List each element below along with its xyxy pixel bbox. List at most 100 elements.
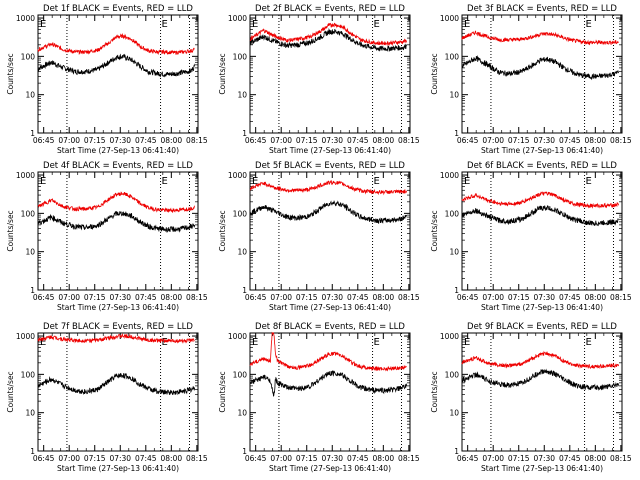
x-tick-label: 07:00 — [482, 136, 504, 145]
panel-7: Det 7f BLACK = Events, RED = LLD 1 10 100 10… — [6, 322, 208, 473]
y-tick-label: 1 — [30, 129, 35, 138]
plot-frame — [461, 14, 623, 134]
y-tick-label: 100 — [233, 370, 248, 379]
y-tick-label: 1 — [242, 129, 247, 138]
y-axis-label: Counts/sec — [430, 371, 439, 412]
panel-1: Det 1f BLACK = Events, RED = LLD 1 10 100 10… — [6, 4, 208, 155]
lld-series-line — [249, 179, 407, 196]
lld-series-line — [249, 331, 407, 372]
x-tick-label: 07:15 — [84, 293, 106, 302]
y-axis-label: Counts/sec — [6, 210, 15, 251]
plot-frame — [249, 14, 411, 134]
e-marker-right: E — [586, 337, 592, 348]
x-tick-label: 07:15 — [296, 454, 318, 463]
x-tick-label: 06:45 — [245, 136, 267, 145]
x-axis-label: Start Time (27-Sep-13 06:41:40) — [57, 464, 179, 473]
panel-title: Det 9f BLACK = Events, RED = LLD — [467, 322, 617, 332]
x-tick-label: 07:45 — [347, 454, 369, 463]
x-tick-label: 07:45 — [559, 136, 581, 145]
plot-frame — [37, 14, 199, 134]
x-axis-label: Start Time (27-Sep-13 06:41:40) — [269, 464, 391, 473]
x-tick-label: 07:45 — [135, 136, 157, 145]
y-tick-label: 100 — [233, 52, 248, 61]
e-marker-left: E — [464, 19, 470, 30]
e-marker-left: E — [464, 176, 470, 187]
x-tick-label: 08:00 — [161, 293, 183, 302]
y-tick-label: 1000 — [440, 14, 459, 23]
x-tick-label: 07:00 — [58, 454, 80, 463]
plot-frame — [249, 171, 411, 291]
y-tick-label: 100 — [445, 209, 460, 218]
events-series-line — [461, 205, 619, 227]
plot-frame — [37, 171, 199, 291]
y-tick-label: 100 — [445, 52, 460, 61]
x-tick-label: 07:30 — [109, 454, 131, 463]
x-axis-label: Start Time (27-Sep-13 06:41:40) — [481, 464, 603, 473]
x-tick-label: 07:45 — [135, 454, 157, 463]
e-marker-right: E — [374, 19, 380, 30]
y-tick-label: 10 — [449, 91, 459, 100]
plot-frame — [461, 171, 623, 291]
y-tick-label: 1 — [454, 286, 459, 295]
y-axis-label: Counts/sec — [6, 53, 15, 94]
panel-4: Det 4f BLACK = Events, RED = LLD 1 10 100 10… — [6, 161, 208, 312]
events-series-line — [37, 210, 195, 233]
x-tick-label: 07:00 — [482, 454, 504, 463]
y-tick-label: 1000 — [16, 332, 35, 341]
plot-frame — [249, 332, 411, 452]
events-series-line — [249, 28, 407, 53]
panel-title: Det 2f BLACK = Events, RED = LLD — [255, 4, 405, 14]
y-tick-label: 10 — [449, 248, 459, 257]
x-tick-label: 08:00 — [585, 136, 607, 145]
x-tick-label: 07:30 — [109, 293, 131, 302]
e-marker-left: E — [252, 19, 258, 30]
x-tick-label: 08:15 — [610, 454, 632, 463]
y-tick-label: 1 — [30, 447, 35, 456]
e-marker-left: E — [252, 337, 258, 348]
y-tick-label: 100 — [233, 209, 248, 218]
x-tick-label: 07:45 — [135, 293, 157, 302]
x-tick-label: 07:00 — [482, 293, 504, 302]
panel-title: Det 5f BLACK = Events, RED = LLD — [255, 161, 405, 171]
e-marker-left: E — [40, 19, 46, 30]
x-tick-label: 08:00 — [373, 136, 395, 145]
x-tick-label: 08:00 — [585, 293, 607, 302]
panel-title: Det 4f BLACK = Events, RED = LLD — [43, 161, 193, 171]
lld-series-line — [461, 350, 619, 370]
plot-frame — [461, 332, 623, 452]
x-tick-label: 07:30 — [533, 293, 555, 302]
e-marker-right: E — [162, 176, 168, 187]
events-series-line — [461, 55, 619, 81]
y-tick-label: 1000 — [440, 171, 459, 180]
x-axis-label: Start Time (27-Sep-13 06:41:40) — [481, 146, 603, 155]
panel-title: Det 7f BLACK = Events, RED = LLD — [43, 322, 193, 332]
lld-series-line — [37, 333, 195, 344]
y-axis-label: Counts/sec — [6, 371, 15, 412]
x-tick-label: 08:00 — [585, 454, 607, 463]
e-marker-right: E — [586, 19, 592, 30]
y-tick-label: 100 — [21, 370, 36, 379]
x-tick-label: 06:45 — [457, 454, 479, 463]
y-tick-label: 1 — [30, 286, 35, 295]
x-tick-label: 07:15 — [508, 136, 530, 145]
plot-frame — [37, 332, 199, 452]
e-marker-right: E — [586, 176, 592, 187]
y-tick-label: 1 — [242, 286, 247, 295]
y-tick-label: 1000 — [228, 332, 247, 341]
x-tick-label: 06:45 — [33, 136, 55, 145]
panel-6: Det 6f BLACK = Events, RED = LLD 1 10 100 10… — [430, 161, 632, 312]
lld-series-line — [461, 30, 619, 46]
lld-series-line — [37, 191, 195, 214]
x-axis-label: Start Time (27-Sep-13 06:41:40) — [57, 303, 179, 312]
x-tick-label: 08:15 — [398, 293, 420, 302]
x-tick-label: 07:45 — [347, 136, 369, 145]
x-axis-label: Start Time (27-Sep-13 06:41:40) — [481, 303, 603, 312]
panel-title: Det 8f BLACK = Events, RED = LLD — [255, 322, 405, 332]
panel-title: Det 3f BLACK = Events, RED = LLD — [467, 4, 617, 14]
x-tick-label: 07:45 — [347, 293, 369, 302]
lld-series-line — [461, 191, 619, 209]
x-tick-label: 08:00 — [161, 136, 183, 145]
x-tick-label: 07:00 — [58, 136, 80, 145]
y-tick-label: 1000 — [16, 171, 35, 180]
x-tick-label: 08:15 — [610, 136, 632, 145]
